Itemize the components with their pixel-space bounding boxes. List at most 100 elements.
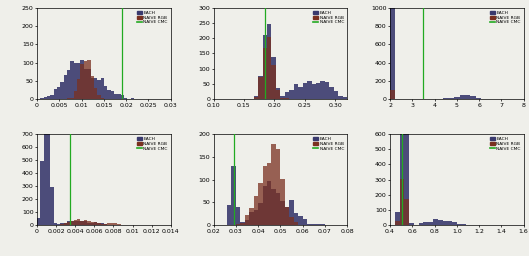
Legend: EACH, NAIVE RGB, NAIVE CMC: EACH, NAIVE RGB, NAIVE CMC <box>136 10 169 25</box>
Bar <box>131 98 134 99</box>
Bar <box>253 96 258 99</box>
Bar <box>339 96 343 99</box>
Bar <box>57 224 60 225</box>
Bar <box>298 216 303 225</box>
Bar <box>77 79 80 99</box>
Bar <box>303 83 307 99</box>
Bar <box>280 96 285 99</box>
Bar <box>245 215 249 225</box>
Bar <box>438 220 443 225</box>
Bar <box>316 224 321 225</box>
Bar <box>423 222 428 225</box>
Bar <box>94 88 97 99</box>
Bar <box>245 220 249 225</box>
Bar <box>240 222 245 225</box>
Bar <box>90 222 94 225</box>
Bar <box>276 193 280 225</box>
Bar <box>462 224 467 225</box>
Legend: EACH, NAIVE RGB, NAIVE CMC: EACH, NAIVE RGB, NAIVE CMC <box>136 136 169 152</box>
Bar <box>94 222 97 225</box>
Bar <box>285 207 289 225</box>
Bar <box>84 221 87 225</box>
Bar <box>465 95 470 99</box>
Bar <box>64 223 67 225</box>
Bar <box>395 221 399 225</box>
Bar <box>84 69 87 99</box>
Bar <box>404 199 409 225</box>
Bar <box>101 78 104 99</box>
Bar <box>249 208 253 225</box>
Bar <box>77 221 80 225</box>
Bar <box>67 221 70 225</box>
Bar <box>77 63 80 99</box>
Bar <box>67 222 70 225</box>
Bar <box>404 93 409 225</box>
Bar <box>280 201 285 225</box>
Bar <box>50 95 54 99</box>
Bar <box>117 94 121 99</box>
Bar <box>395 212 399 225</box>
Bar <box>64 74 67 99</box>
Bar <box>74 91 77 99</box>
Bar <box>276 149 280 225</box>
Bar <box>271 57 276 99</box>
Bar <box>231 166 236 225</box>
Bar <box>47 74 50 225</box>
Bar <box>249 212 253 225</box>
Bar <box>50 187 54 225</box>
Bar <box>262 35 267 99</box>
Bar <box>321 81 325 99</box>
Bar <box>74 62 77 99</box>
Bar <box>121 95 124 99</box>
Bar <box>258 77 262 99</box>
Bar <box>111 223 114 225</box>
Bar <box>70 98 74 99</box>
Bar <box>70 221 74 225</box>
Bar <box>271 144 276 225</box>
Bar <box>84 220 87 225</box>
Bar <box>107 90 111 99</box>
Bar <box>298 87 303 99</box>
Bar <box>267 163 271 225</box>
Bar <box>60 82 64 99</box>
Bar <box>77 219 80 225</box>
Bar <box>307 81 312 99</box>
Bar <box>90 78 94 99</box>
Bar <box>267 24 271 99</box>
Bar <box>236 224 240 225</box>
Bar <box>60 224 64 225</box>
Bar <box>271 65 276 99</box>
Bar <box>470 96 476 99</box>
Bar <box>289 200 294 225</box>
Bar <box>325 82 330 99</box>
Bar <box>107 223 111 225</box>
Bar <box>97 223 101 225</box>
Bar <box>87 60 90 99</box>
Bar <box>312 224 316 225</box>
Legend: EACH, NAIVE RGB, NAIVE CMC: EACH, NAIVE RGB, NAIVE CMC <box>312 10 345 25</box>
Bar <box>114 94 117 99</box>
Bar <box>84 61 87 99</box>
Bar <box>87 223 90 225</box>
Bar <box>390 0 395 99</box>
Bar <box>276 90 280 99</box>
Bar <box>258 76 262 99</box>
Bar <box>87 69 90 99</box>
Bar <box>70 221 74 225</box>
Bar <box>476 98 481 99</box>
Bar <box>262 186 267 225</box>
Bar <box>428 222 433 225</box>
Bar <box>240 222 245 225</box>
Legend: EACH, NAIVE RGB, NAIVE CMC: EACH, NAIVE RGB, NAIVE CMC <box>489 136 522 152</box>
Bar <box>44 31 47 225</box>
Bar <box>37 218 40 225</box>
Bar <box>253 210 258 225</box>
Bar <box>418 223 423 225</box>
Bar <box>80 221 84 225</box>
Bar <box>74 221 77 225</box>
Legend: EACH, NAIVE RGB, NAIVE CMC: EACH, NAIVE RGB, NAIVE CMC <box>489 10 522 25</box>
Bar <box>460 95 465 99</box>
Bar <box>54 89 57 99</box>
Bar <box>312 84 316 99</box>
Bar <box>443 98 449 99</box>
